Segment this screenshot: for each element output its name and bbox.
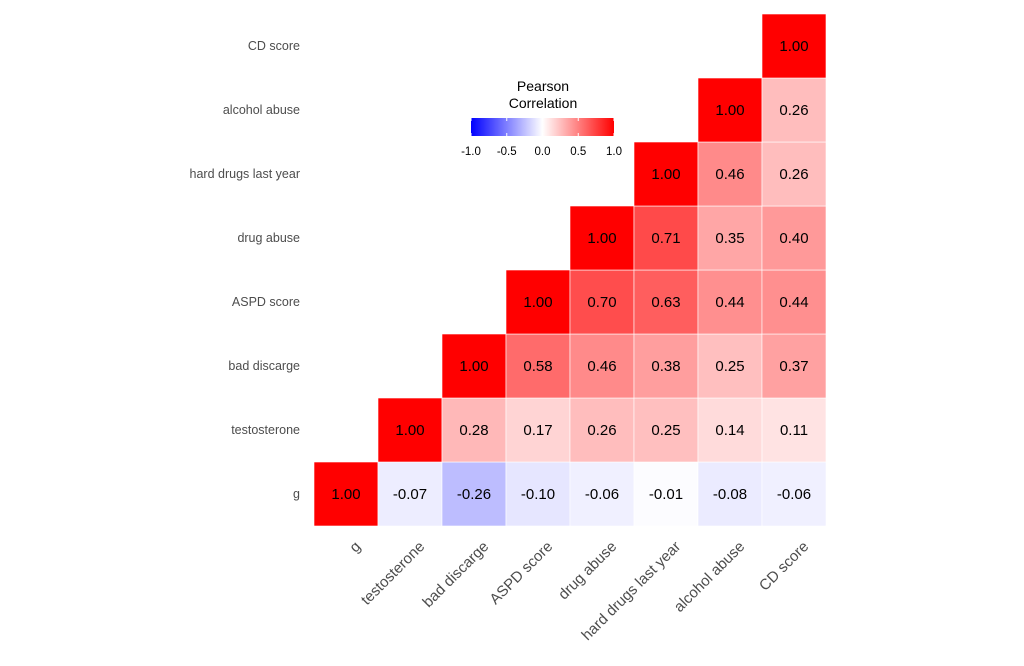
cell-value-label-0-3: -0.10 <box>521 486 555 503</box>
heatmap-cell-1-1 <box>377 397 443 463</box>
cell-value-label-1-7: 0.11 <box>780 422 808 439</box>
y-tick-label-4: drug abuse <box>237 231 300 245</box>
cell-value-label-0-1: -0.07 <box>393 486 427 503</box>
heatmap-cell-1-4 <box>569 397 635 463</box>
cell-value-label-2-7: 0.37 <box>779 358 808 375</box>
x-tick-label-4: drug abuse <box>555 538 620 603</box>
legend-tick-label-4: 1.0 <box>606 146 622 158</box>
cell-value-label-1-6: 0.14 <box>715 422 744 439</box>
cell-value-label-3-6: 0.44 <box>715 294 744 311</box>
cell-value-label-1-4: 0.26 <box>587 422 616 439</box>
heatmap-cell-1-5 <box>633 397 699 463</box>
heatmap-cell-4-7 <box>761 205 827 271</box>
heatmap-cell-5-5 <box>633 141 699 207</box>
cell-value-label-1-2: 0.28 <box>459 422 488 439</box>
heatmap-cells <box>313 13 827 527</box>
cell-value-label-4-4: 1.00 <box>587 230 616 247</box>
x-tick-label-2: bad discarge <box>419 538 492 611</box>
legend-colorbar <box>471 118 614 136</box>
y-tick-label-7: CD score <box>248 39 300 53</box>
heatmap-cell-6-6 <box>697 77 763 143</box>
x-tick-label-3: ASPD score <box>486 538 556 608</box>
cell-value-label-0-5: -0.01 <box>649 486 683 503</box>
x-tick-label-1: testosterone <box>358 538 428 608</box>
cell-value-label-6-7: 0.26 <box>779 102 808 119</box>
heatmap-cell-7-7 <box>761 13 827 79</box>
y-tick-label-5: hard drugs last year <box>190 167 300 181</box>
legend-tick-label-2: 0.0 <box>535 146 551 158</box>
legend-title-line-2: Correlation <box>509 95 577 111</box>
heatmap-cell-2-3 <box>505 333 571 399</box>
cell-value-label-4-7: 0.40 <box>779 230 808 247</box>
legend-title-line-1: Pearson <box>517 78 569 94</box>
heatmap-cell-4-5 <box>633 205 699 271</box>
cell-value-label-3-3: 1.00 <box>523 294 552 311</box>
heatmap-cell-5-7 <box>761 141 827 207</box>
cell-value-label-5-6: 0.46 <box>715 166 744 183</box>
cell-value-label-0-2: -0.26 <box>457 486 491 503</box>
heatmap-cell-2-7 <box>761 333 827 399</box>
color-legend: Pearson Correlation -1.0 -0.5 0.0 0.5 1.0 <box>461 78 622 158</box>
heatmap-cell-3-6 <box>697 269 763 335</box>
heatmap-cell-2-2 <box>441 333 507 399</box>
cell-value-label-0-6: -0.08 <box>713 486 747 503</box>
heatmap-cell-3-3 <box>505 269 571 335</box>
cell-value-label-0-0: 1.00 <box>331 486 360 503</box>
cell-value-label-5-7: 0.26 <box>779 166 808 183</box>
heatmap-cell-labels: 1.00 -0.07 -0.26 -0.10 -0.06 -0.01 -0.08 -0.06 1… <box>331 38 811 503</box>
heatmap-cell-0-5 <box>633 461 699 527</box>
heatmap-cell-1-2 <box>441 397 507 463</box>
y-axis-tick-labels: g testosterone bad discarge ASPD score drug … <box>190 39 301 501</box>
cell-value-label-4-6: 0.35 <box>715 230 744 247</box>
heatmap-cell-2-4 <box>569 333 635 399</box>
heatmap-cell-0-1 <box>377 461 443 527</box>
y-tick-label-3: ASPD score <box>232 295 300 309</box>
cell-value-label-2-6: 0.25 <box>715 358 744 375</box>
heatmap-cell-0-6 <box>697 461 763 527</box>
heatmap-cell-2-5 <box>633 333 699 399</box>
heatmap-cell-0-0 <box>313 461 379 527</box>
heatmap-cell-0-4 <box>569 461 635 527</box>
x-tick-label-0: g <box>346 538 364 556</box>
legend-tick-label-0: -1.0 <box>461 146 481 158</box>
y-tick-label-0: g <box>293 487 300 501</box>
cell-value-label-4-5: 0.71 <box>651 230 680 247</box>
cell-value-label-0-4: -0.06 <box>585 486 619 503</box>
y-tick-label-6: alcohol abuse <box>223 103 300 117</box>
heatmap-cell-2-6 <box>697 333 763 399</box>
cell-value-label-1-1: 1.00 <box>395 422 424 439</box>
legend-tick-label-1: -0.5 <box>497 146 517 158</box>
heatmap-cell-4-4 <box>569 205 635 271</box>
cell-value-label-6-6: 1.00 <box>715 102 744 119</box>
y-tick-label-2: bad discarge <box>228 359 300 373</box>
heatmap-cell-1-7 <box>761 397 827 463</box>
cell-value-label-2-2: 1.00 <box>459 358 488 375</box>
cell-value-label-3-4: 0.70 <box>587 294 616 311</box>
cell-value-label-2-5: 0.38 <box>651 358 680 375</box>
x-tick-label-7: CD score <box>756 538 812 594</box>
legend-ticks: -1.0 -0.5 0.0 0.5 1.0 <box>461 118 622 158</box>
cell-value-label-2-3: 0.58 <box>523 358 552 375</box>
cell-value-label-2-4: 0.46 <box>587 358 616 375</box>
y-tick-label-1: testosterone <box>231 423 300 437</box>
heatmap-cell-6-7 <box>761 77 827 143</box>
heatmap-cell-3-4 <box>569 269 635 335</box>
heatmap-cell-4-6 <box>697 205 763 271</box>
legend-tick-label-3: 0.5 <box>570 146 586 158</box>
heatmap-cell-0-3 <box>505 461 571 527</box>
cell-value-label-3-5: 0.63 <box>651 294 680 311</box>
cell-value-label-0-7: -0.06 <box>777 486 811 503</box>
cell-value-label-5-5: 1.00 <box>651 166 680 183</box>
cell-value-label-7-7: 1.00 <box>779 38 808 55</box>
heatmap-cell-3-7 <box>761 269 827 335</box>
heatmap-cell-0-7 <box>761 461 827 527</box>
cell-value-label-1-3: 0.17 <box>523 422 552 439</box>
cell-value-label-3-7: 0.44 <box>779 294 808 311</box>
cell-value-label-1-5: 0.25 <box>651 422 680 439</box>
